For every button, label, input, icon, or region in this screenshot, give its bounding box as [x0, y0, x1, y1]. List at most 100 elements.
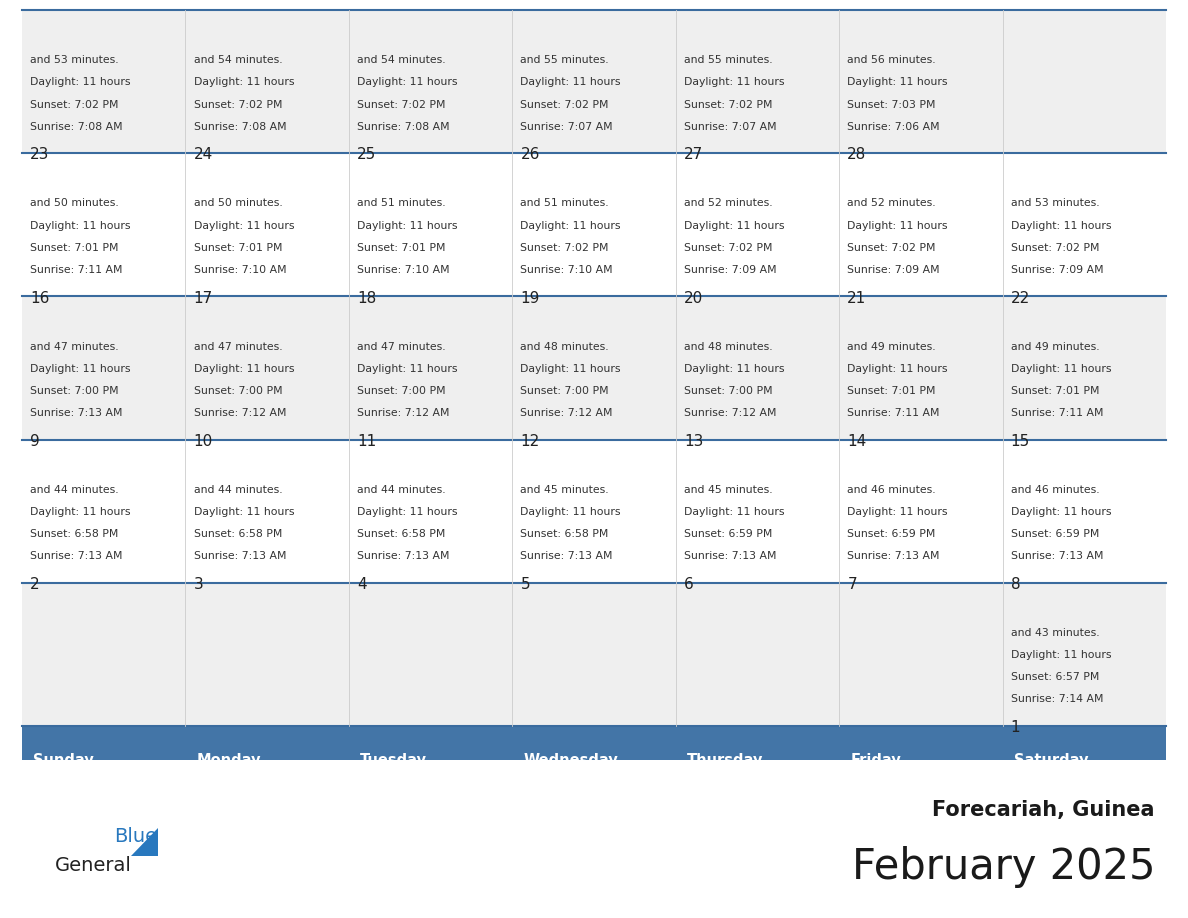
- Text: Saturday: Saturday: [1015, 753, 1088, 767]
- Text: and 46 minutes.: and 46 minutes.: [1011, 485, 1099, 495]
- Text: and 53 minutes.: and 53 minutes.: [30, 55, 119, 65]
- Text: Sunrise: 7:10 AM: Sunrise: 7:10 AM: [194, 265, 286, 274]
- Text: Sunset: 7:02 PM: Sunset: 7:02 PM: [520, 242, 609, 252]
- Text: and 50 minutes.: and 50 minutes.: [194, 198, 283, 208]
- Text: Daylight: 11 hours: Daylight: 11 hours: [520, 77, 621, 87]
- Text: Sunset: 7:02 PM: Sunset: 7:02 PM: [684, 99, 772, 109]
- Text: Daylight: 11 hours: Daylight: 11 hours: [194, 364, 295, 374]
- Text: Sunset: 7:00 PM: Sunset: 7:00 PM: [30, 386, 119, 396]
- Text: Sunrise: 7:12 AM: Sunrise: 7:12 AM: [684, 409, 777, 418]
- Text: Sunrise: 7:13 AM: Sunrise: 7:13 AM: [358, 552, 449, 561]
- Text: Daylight: 11 hours: Daylight: 11 hours: [358, 364, 457, 374]
- Text: Sunset: 6:58 PM: Sunset: 6:58 PM: [30, 529, 119, 539]
- Bar: [23, 583, 1165, 726]
- Text: Sunset: 6:58 PM: Sunset: 6:58 PM: [194, 529, 282, 539]
- Text: Sunset: 7:02 PM: Sunset: 7:02 PM: [30, 99, 119, 109]
- Text: Sunrise: 7:10 AM: Sunrise: 7:10 AM: [358, 265, 449, 274]
- Text: Sunrise: 7:11 AM: Sunrise: 7:11 AM: [30, 265, 122, 274]
- Text: 20: 20: [684, 291, 703, 306]
- Text: Daylight: 11 hours: Daylight: 11 hours: [847, 220, 948, 230]
- Text: and 47 minutes.: and 47 minutes.: [194, 341, 283, 352]
- Text: and 43 minutes.: and 43 minutes.: [1011, 628, 1099, 638]
- Text: Sunrise: 7:09 AM: Sunrise: 7:09 AM: [847, 265, 940, 274]
- Text: Sunrise: 7:13 AM: Sunrise: 7:13 AM: [30, 409, 122, 418]
- Text: Sunrise: 7:09 AM: Sunrise: 7:09 AM: [684, 265, 777, 274]
- Text: 6: 6: [684, 577, 694, 592]
- Text: and 47 minutes.: and 47 minutes.: [358, 341, 446, 352]
- Text: 11: 11: [358, 434, 377, 449]
- Text: Sunset: 6:59 PM: Sunset: 6:59 PM: [1011, 529, 1099, 539]
- Text: Sunset: 6:58 PM: Sunset: 6:58 PM: [520, 529, 608, 539]
- Text: and 44 minutes.: and 44 minutes.: [30, 485, 119, 495]
- Text: and 48 minutes.: and 48 minutes.: [520, 341, 609, 352]
- Text: Sunset: 7:00 PM: Sunset: 7:00 PM: [684, 386, 772, 396]
- Text: Sunrise: 7:08 AM: Sunrise: 7:08 AM: [30, 122, 122, 131]
- Text: and 56 minutes.: and 56 minutes.: [847, 55, 936, 65]
- Polygon shape: [131, 828, 158, 856]
- Text: Sunset: 7:01 PM: Sunset: 7:01 PM: [1011, 386, 1099, 396]
- Text: Daylight: 11 hours: Daylight: 11 hours: [194, 220, 295, 230]
- Bar: [23, 297, 1165, 440]
- Text: Daylight: 11 hours: Daylight: 11 hours: [30, 77, 131, 87]
- Text: Daylight: 11 hours: Daylight: 11 hours: [847, 364, 948, 374]
- Text: Tuesday: Tuesday: [360, 753, 428, 767]
- Text: Wednesday: Wednesday: [524, 753, 619, 767]
- Text: Sunrise: 7:08 AM: Sunrise: 7:08 AM: [194, 122, 286, 131]
- Text: Sunrise: 7:08 AM: Sunrise: 7:08 AM: [358, 122, 449, 131]
- Text: Daylight: 11 hours: Daylight: 11 hours: [358, 507, 457, 517]
- Text: Daylight: 11 hours: Daylight: 11 hours: [1011, 220, 1111, 230]
- Bar: [23, 10, 1165, 153]
- Text: Friday: Friday: [851, 753, 902, 767]
- Text: 23: 23: [30, 148, 50, 162]
- Text: 26: 26: [520, 148, 539, 162]
- Text: 9: 9: [30, 434, 40, 449]
- Text: Sunrise: 7:07 AM: Sunrise: 7:07 AM: [684, 122, 777, 131]
- Text: Sunrise: 7:13 AM: Sunrise: 7:13 AM: [520, 552, 613, 561]
- Text: and 48 minutes.: and 48 minutes.: [684, 341, 772, 352]
- Text: Sunrise: 7:10 AM: Sunrise: 7:10 AM: [520, 265, 613, 274]
- Text: and 47 minutes.: and 47 minutes.: [30, 341, 119, 352]
- Text: Daylight: 11 hours: Daylight: 11 hours: [194, 77, 295, 87]
- Text: Thursday: Thursday: [687, 753, 764, 767]
- Text: and 45 minutes.: and 45 minutes.: [520, 485, 609, 495]
- Text: and 55 minutes.: and 55 minutes.: [684, 55, 772, 65]
- Text: Daylight: 11 hours: Daylight: 11 hours: [30, 364, 131, 374]
- Bar: [23, 153, 1165, 297]
- Text: and 54 minutes.: and 54 minutes.: [194, 55, 283, 65]
- Text: Sunrise: 7:09 AM: Sunrise: 7:09 AM: [1011, 265, 1104, 274]
- Text: Daylight: 11 hours: Daylight: 11 hours: [684, 364, 784, 374]
- Text: 16: 16: [30, 291, 50, 306]
- Text: Blue: Blue: [114, 827, 157, 846]
- Text: Sunset: 7:00 PM: Sunset: 7:00 PM: [520, 386, 609, 396]
- Text: 25: 25: [358, 148, 377, 162]
- Text: 7: 7: [847, 577, 857, 592]
- Text: and 44 minutes.: and 44 minutes.: [358, 485, 446, 495]
- Text: Sunrise: 7:13 AM: Sunrise: 7:13 AM: [684, 552, 777, 561]
- Text: 12: 12: [520, 434, 539, 449]
- Text: and 49 minutes.: and 49 minutes.: [847, 341, 936, 352]
- Text: Sunset: 6:59 PM: Sunset: 6:59 PM: [684, 529, 772, 539]
- Text: and 53 minutes.: and 53 minutes.: [1011, 198, 1099, 208]
- Text: Sunrise: 7:07 AM: Sunrise: 7:07 AM: [520, 122, 613, 131]
- Text: Sunset: 7:02 PM: Sunset: 7:02 PM: [1011, 242, 1099, 252]
- Text: and 54 minutes.: and 54 minutes.: [358, 55, 446, 65]
- Text: Sunset: 7:02 PM: Sunset: 7:02 PM: [520, 99, 609, 109]
- Text: Sunrise: 7:13 AM: Sunrise: 7:13 AM: [847, 552, 940, 561]
- Text: and 46 minutes.: and 46 minutes.: [847, 485, 936, 495]
- Text: Sunrise: 7:12 AM: Sunrise: 7:12 AM: [358, 409, 449, 418]
- Text: Sunset: 7:03 PM: Sunset: 7:03 PM: [847, 99, 936, 109]
- Text: and 50 minutes.: and 50 minutes.: [30, 198, 119, 208]
- Text: Daylight: 11 hours: Daylight: 11 hours: [358, 220, 457, 230]
- Text: Daylight: 11 hours: Daylight: 11 hours: [847, 77, 948, 87]
- Text: 28: 28: [847, 148, 866, 162]
- Text: Daylight: 11 hours: Daylight: 11 hours: [520, 220, 621, 230]
- Text: 21: 21: [847, 291, 866, 306]
- Text: Forecariah, Guinea: Forecariah, Guinea: [933, 800, 1155, 820]
- Text: Sunset: 7:00 PM: Sunset: 7:00 PM: [194, 386, 283, 396]
- Text: 18: 18: [358, 291, 377, 306]
- Text: Daylight: 11 hours: Daylight: 11 hours: [847, 507, 948, 517]
- Text: 10: 10: [194, 434, 213, 449]
- Text: Daylight: 11 hours: Daylight: 11 hours: [520, 364, 621, 374]
- Text: Daylight: 11 hours: Daylight: 11 hours: [684, 77, 784, 87]
- Text: Sunset: 7:00 PM: Sunset: 7:00 PM: [358, 386, 446, 396]
